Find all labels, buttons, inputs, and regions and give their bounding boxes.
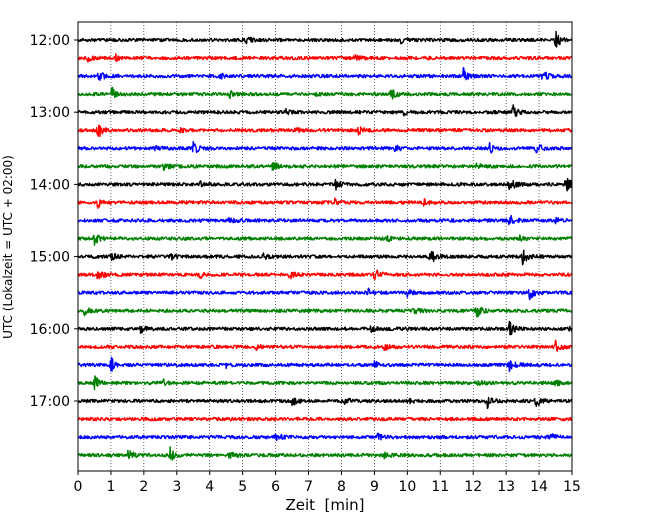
x-tick-label: 7	[304, 479, 313, 495]
trace-line	[77, 269, 573, 281]
x-axis-ticks: 0 1 2 3 4 5 6 7 8 9 10 11 12 13 14 15	[74, 471, 581, 495]
trace-line	[77, 104, 573, 117]
trace-line	[77, 30, 573, 48]
x-tick-label: 12	[464, 479, 482, 495]
x-tick-label: 6	[271, 479, 280, 495]
trace-line	[77, 432, 573, 442]
y-axis-ticks: 12:00 13:00 14:00 15:00 16:00 17:00	[30, 33, 78, 410]
x-tick-label: 9	[370, 479, 379, 495]
x-tick-label: 4	[205, 479, 214, 495]
trace-line	[77, 66, 573, 81]
trace-line	[77, 53, 573, 63]
trace-line	[77, 197, 573, 209]
trace-line	[77, 396, 573, 410]
trace-line	[77, 356, 573, 373]
trace-line	[77, 320, 573, 336]
trace-line	[77, 446, 573, 461]
x-axis-label: Zeit [min]	[285, 496, 364, 514]
trace-line	[77, 375, 573, 391]
x-tick-label: 14	[530, 479, 548, 495]
y-tick-label: 17:00	[30, 394, 70, 410]
x-tick-label: 11	[431, 479, 449, 495]
y-axis-label: UTC (Lokalzeit = UTC + 02:00)	[1, 155, 15, 339]
trace-line	[77, 140, 573, 154]
x-tick-label: 1	[106, 479, 115, 495]
trace-line	[77, 214, 573, 226]
y-tick-label: 12:00	[30, 33, 70, 49]
trace-line	[77, 287, 573, 301]
trace-line	[77, 339, 573, 352]
plot-background	[78, 22, 572, 471]
x-tick-label: 3	[172, 479, 181, 495]
trace-line	[77, 177, 573, 192]
trace-line	[77, 234, 573, 246]
seismogram-traces	[77, 30, 573, 461]
y-tick-label: 15:00	[30, 250, 70, 266]
y-tick-label: 13:00	[30, 105, 70, 121]
x-tick-label: 15	[563, 479, 581, 495]
y-tick-label: 14:00	[30, 177, 70, 193]
plot-frame	[77, 21, 573, 472]
trace-line	[77, 162, 573, 172]
y-tick-label: 16:00	[30, 322, 70, 338]
x-tick-label: 5	[238, 479, 247, 495]
trace-line	[77, 416, 573, 422]
x-tick-label: 2	[139, 479, 148, 495]
x-tick-label: 10	[398, 479, 416, 495]
x-tick-label: 0	[74, 479, 83, 495]
x-tick-label: 13	[497, 479, 515, 495]
trace-line	[77, 124, 573, 138]
x-tick-label: 8	[337, 479, 346, 495]
trace-line	[77, 306, 573, 318]
trace-line	[77, 249, 573, 266]
trace-line	[77, 86, 573, 100]
